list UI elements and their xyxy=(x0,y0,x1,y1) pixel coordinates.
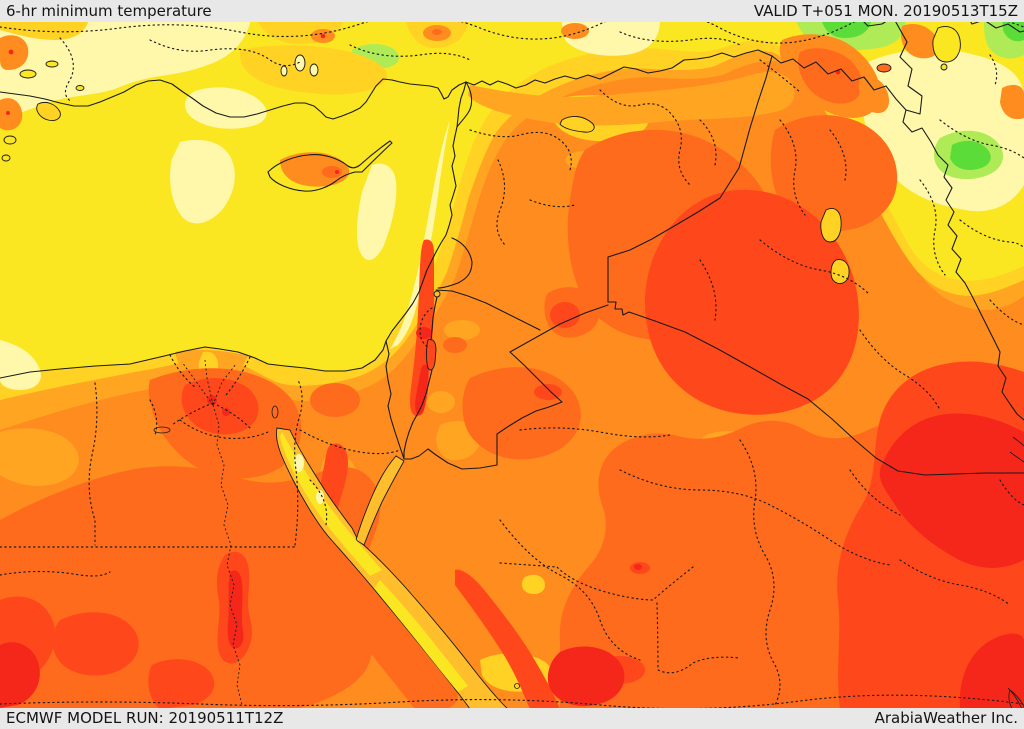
suez-pale-spot xyxy=(294,454,304,472)
persian-gulf-corner xyxy=(1008,689,1024,710)
gulf-of-suez-warm-core xyxy=(280,432,382,576)
lake-van xyxy=(876,63,892,73)
turkey-iran-border xyxy=(892,16,923,115)
header-bar: 6-hr minimum temperature VALID T+051 MON… xyxy=(0,0,1024,22)
jordan-saudi-border xyxy=(404,351,563,470)
iraq-iran-border xyxy=(771,55,1024,421)
gulf-corner-coast xyxy=(1007,687,1023,710)
bitter-lakes xyxy=(271,405,279,419)
turkey-syria-border xyxy=(465,49,773,89)
red-sea-island xyxy=(514,683,520,689)
dead-sea xyxy=(426,339,437,371)
nile-river xyxy=(181,359,243,706)
footer-bar: ECMWF MODEL RUN: 20190511T12Z ArabiaWeat… xyxy=(0,708,1024,729)
valid-time-label: VALID T+051 MON. 20190513T15Z xyxy=(753,2,1018,20)
lebanon-border xyxy=(437,237,473,289)
lake-qarun xyxy=(153,426,171,434)
egypt-israel-border xyxy=(385,340,405,460)
red-sea-yellow-core xyxy=(374,580,468,692)
syria-jordan-border xyxy=(435,289,541,331)
temperature-field xyxy=(0,14,1024,729)
hatay-border xyxy=(456,81,473,128)
sea-of-galilee xyxy=(433,290,441,298)
cyprus-coastline xyxy=(267,140,393,192)
lake-razzaza xyxy=(830,259,850,285)
turkish-lake xyxy=(294,54,306,72)
lake-tharthar xyxy=(820,208,842,243)
lake-urmia xyxy=(932,26,961,63)
west-bank-boundary xyxy=(419,307,433,348)
jordan-iraq-border xyxy=(509,304,609,353)
jordan-river-arava-line xyxy=(403,296,438,460)
warm-spots-north xyxy=(0,23,1024,187)
map-title: 6-hr minimum temperature xyxy=(6,2,212,20)
water-bodies xyxy=(153,26,1024,710)
mediterranean-coastline xyxy=(0,78,467,379)
islands xyxy=(1,60,393,192)
red-regions xyxy=(0,327,1024,709)
credit-label: ArabiaWeather Inc. xyxy=(874,709,1018,727)
admin-boundaries xyxy=(0,6,1024,710)
model-run-label: ECMWF MODEL RUN: 20190511T12Z xyxy=(6,709,284,727)
kuwait-border xyxy=(1009,436,1024,463)
lake-assad xyxy=(559,116,595,133)
rhodes-island xyxy=(36,101,61,121)
syria-iraq-saudi-border xyxy=(607,55,1024,476)
